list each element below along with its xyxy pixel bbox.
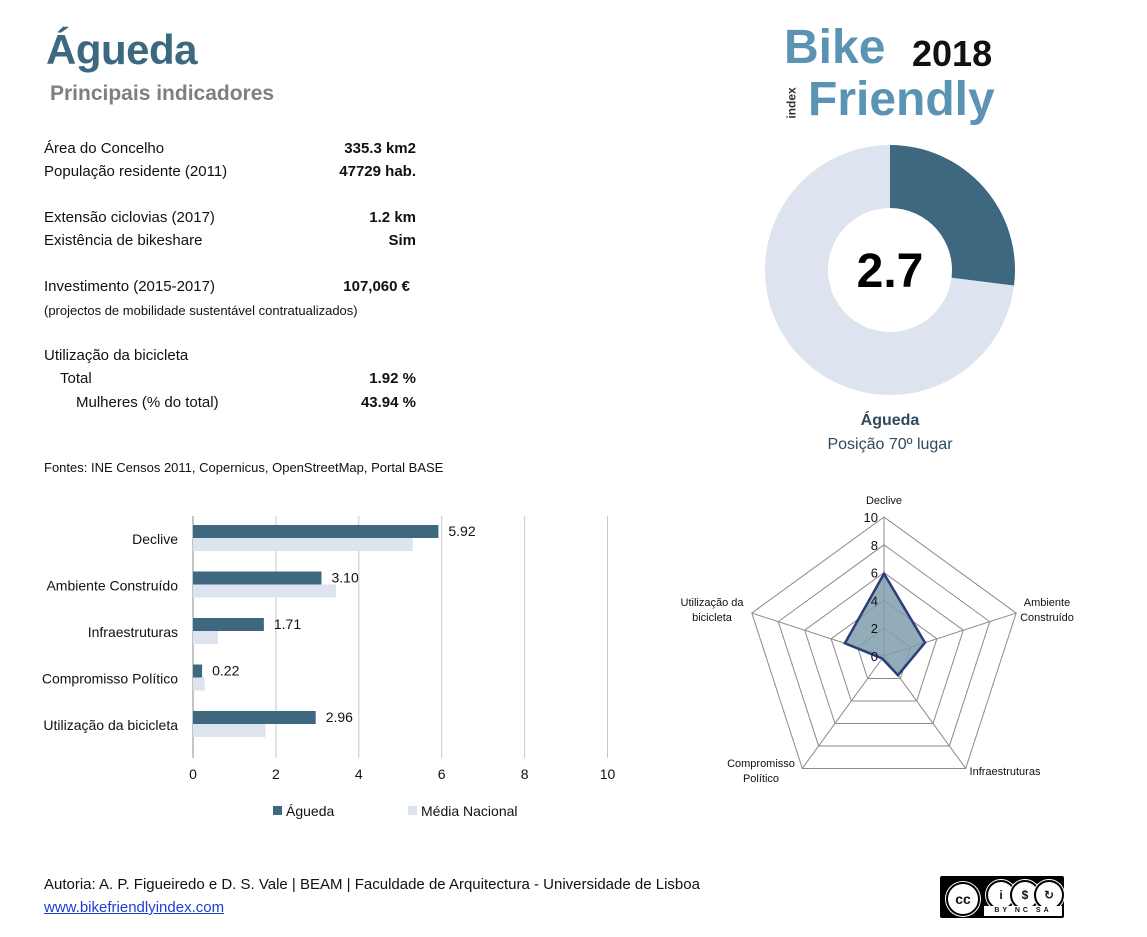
radar-tick-label: 10 <box>864 510 878 525</box>
radar-axis-label: Utilização da bicicleta <box>681 597 745 624</box>
bar-category-label: Compromisso Político <box>42 671 178 687</box>
author-credit: Autoria: A. P. Figueiredo e D. S. Vale |… <box>44 876 700 893</box>
bar-media-nacional <box>193 538 413 551</box>
indicator-label: Extensão ciclovias (2017) <box>44 209 215 226</box>
bar-category-label: Utilização da bicicleta <box>43 717 178 733</box>
radar-grid-ring <box>777 544 991 747</box>
indicator-investment: Investimento (2015-2017) 107,060 € <box>44 278 410 300</box>
score-donut-chart: 2.7 <box>765 145 1015 395</box>
indicator-value: 1.2 km <box>369 209 416 226</box>
creative-commons-icon: cc <box>946 882 980 916</box>
legend-swatch-media-nacional <box>408 806 417 815</box>
bar-x-tick-label: 0 <box>189 766 197 782</box>
indicators-radar-chart: 0 2 4 6 8 10 Declive Ambiente Construído Infraest… <box>681 495 1074 785</box>
sources-text: Fontes: INE Censos 2011, Copernicus, Ope… <box>44 460 444 475</box>
bar-value-label: 2.96 <box>326 709 353 725</box>
bar-media-nacional <box>193 631 218 644</box>
bar-media-nacional <box>193 724 266 737</box>
bar-agueda <box>193 525 439 538</box>
website-link[interactable]: www.bikefriendlyindex.com <box>44 899 225 916</box>
donut-remainder-slice <box>765 145 1015 395</box>
bar-category-label: Ambiente Construído <box>46 578 178 594</box>
radar-tick-label: 4 <box>871 593 878 608</box>
radar-grid-ring <box>830 599 938 702</box>
investment-note: (projectos de mobilidade sustentável con… <box>44 303 358 318</box>
radar-axis-label: Compromisso Político <box>727 758 795 785</box>
legend-label-media-nacional: Média Nacional <box>421 803 518 819</box>
indicator-value: 47729 hab. <box>339 163 416 180</box>
radar-axis-label: Ambiente Construído <box>1020 597 1074 624</box>
score-rank: Posição 70º lugar <box>827 436 953 453</box>
bar-agueda <box>193 571 322 585</box>
radar-grid-ring <box>804 571 964 724</box>
bar-category-label: Infraestruturas <box>88 624 178 640</box>
license-text: BY NC SA <box>984 906 1062 916</box>
page-title: Águeda <box>46 26 198 73</box>
bar-agueda <box>193 664 203 678</box>
bar-x-tick-label: 2 <box>272 766 280 782</box>
cc-glyph: cc <box>955 891 971 907</box>
legend-label-agueda: Águeda <box>286 803 334 819</box>
bar-x-tick-label: 4 <box>355 766 363 782</box>
indicator-label: População residente (2011) <box>44 163 228 180</box>
radar-tick-label: 6 <box>871 566 878 581</box>
indicator-label: Área do Concelho <box>44 140 165 157</box>
indicator-value: 43.94 % <box>360 394 416 411</box>
indicator-usage: Utilização da bicicleta <box>44 347 416 369</box>
radar-tick-label: 2 <box>871 621 878 636</box>
indicator-population: População residente (2011) 47729 hab. <box>44 163 416 185</box>
donut-score-slice <box>890 145 1015 286</box>
bar-x-tick-label: 6 <box>438 766 446 782</box>
by-glyph: i <box>999 888 1003 902</box>
indicator-label: Existência de bikeshare <box>44 232 203 249</box>
sa-glyph: ↻ <box>1043 888 1055 902</box>
legend-swatch-agueda <box>273 806 282 815</box>
logo-year: 2018 <box>912 33 993 74</box>
bar-x-tick-label: 8 <box>521 766 529 782</box>
indicator-bikeshare: Existência de bikeshare Sim <box>44 232 416 254</box>
bar-agueda <box>193 711 316 724</box>
logo-word-friendly: Friendly <box>808 73 995 126</box>
indicator-cycleways: Extensão ciclovias (2017) 1.2 km <box>44 209 416 231</box>
page-subtitle: Principais indicadores <box>50 82 275 105</box>
bar-media-nacional <box>193 584 337 598</box>
bar-value-label: 5.92 <box>448 523 475 539</box>
radar-tick-label: 0 <box>871 649 878 664</box>
bar-value-label: 1.71 <box>274 616 301 632</box>
logo-index: index <box>784 87 799 119</box>
indicator-value: Sim <box>388 232 416 249</box>
radar-axis-label: Declive <box>866 495 902 507</box>
indicator-area: Área do Concelho 335.3 km2 <box>44 140 416 162</box>
bar-agueda <box>193 618 264 631</box>
score-city-name: Águeda <box>860 412 920 429</box>
indicator-value: 335.3 km2 <box>344 140 416 157</box>
bar-value-label: 0.22 <box>212 663 239 679</box>
indicator-label: Utilização da bicicleta <box>44 347 189 364</box>
indicators-bar-chart: 0 2 4 6 8 10 5.92 Declive 3.10 Ambiente Construíd… <box>42 516 616 819</box>
bar-x-tick-label: 10 <box>600 766 616 782</box>
bike-friendly-logo: Bike 2018 index Friendly <box>782 20 1022 130</box>
indicator-label: Investimento (2015-2017) <box>44 278 215 295</box>
indicator-usage-women: Mulheres (% do total) 43.94 % <box>44 394 416 416</box>
indicator-value: 107,060 € <box>343 278 410 295</box>
radar-spoke <box>801 655 885 769</box>
donut-center-label: 2.7 <box>857 245 924 298</box>
cc-license-badge[interactable]: cc i $ ↻ BY NC SA <box>940 876 1064 918</box>
indicator-value: 1.92 % <box>369 370 416 387</box>
nc-glyph: $ <box>1021 888 1029 902</box>
bar-value-label: 3.10 <box>331 570 358 586</box>
logo-word-bike: Bike <box>784 21 886 74</box>
indicator-usage-total: Total 1.92 % <box>44 370 416 392</box>
bar-media-nacional <box>193 677 205 691</box>
radar-tick-label: 8 <box>871 538 878 553</box>
radar-axis-label: Infraestruturas <box>970 766 1041 778</box>
radar-series-agueda <box>843 571 927 678</box>
indicator-label: Total <box>60 370 92 387</box>
radar-grid-ring <box>751 516 1017 769</box>
bar-category-label: Declive <box>132 531 178 547</box>
indicator-label: Mulheres (% do total) <box>76 394 219 411</box>
